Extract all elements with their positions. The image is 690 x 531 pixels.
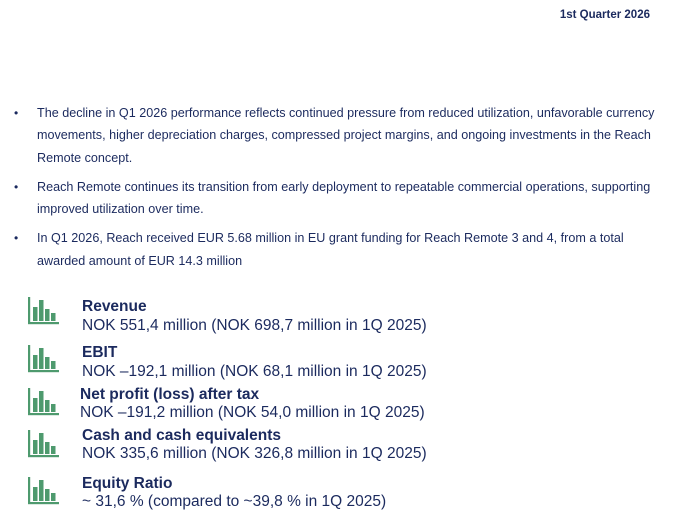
metric-value: NOK –192,1 million (NOK 68,1 million in … (82, 363, 427, 380)
highlight-text: Reach Remote continues its transition fr… (37, 179, 651, 217)
bar-chart-icon (28, 388, 59, 416)
bar-chart-icon (28, 477, 59, 505)
highlight-item: • The decline in Q1 2026 performance ref… (14, 102, 669, 169)
highlight-text: In Q1 2026, Reach received EUR 5.68 mill… (37, 231, 624, 268)
highlights-list: • The decline in Q1 2026 performance ref… (14, 102, 669, 279)
bullet-marker: • (14, 106, 19, 120)
bullet-marker: • (14, 179, 19, 194)
metric-title: Equity Ratio (82, 475, 173, 492)
metric-value: NOK 335,6 million (NOK 326,8 million in … (82, 445, 427, 462)
metric-value: NOK 551,4 million (NOK 698,7 million in … (82, 317, 427, 334)
metric-title: Net profit (loss) after tax (80, 386, 260, 403)
bullet-marker: • (14, 231, 19, 246)
metric-title: EBIT (82, 344, 118, 361)
bar-chart-icon (28, 345, 59, 373)
highlight-text: The decline in Q1 2026 performance refle… (37, 106, 655, 165)
highlight-item: • Reach Remote continues its transition … (14, 176, 669, 221)
bar-chart-icon (28, 430, 59, 458)
highlight-item: • In Q1 2026, Reach received EUR 5.68 mi… (14, 227, 669, 272)
report-period-label: 1st Quarter 2026 (559, 9, 650, 21)
metric-title: Revenue (82, 298, 147, 315)
metric-title: Cash and cash equivalents (82, 427, 281, 444)
metric-value: ~ 31,6 % (compared to ~39,8 % in 1Q 2025… (82, 493, 387, 510)
bar-chart-icon (28, 297, 59, 325)
metric-value: NOK –191,2 million (NOK 54,0 million in … (80, 404, 425, 421)
